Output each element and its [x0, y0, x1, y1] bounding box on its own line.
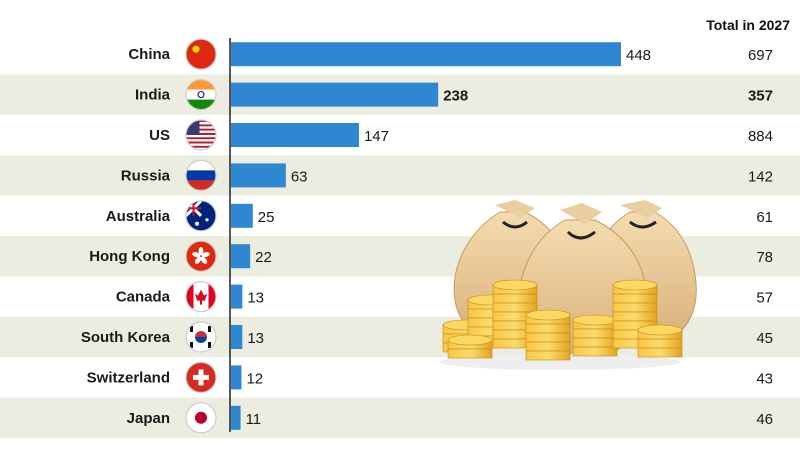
- bar-value-label: 13: [247, 290, 264, 307]
- total-value-label: 57: [756, 290, 773, 307]
- bar-row: Switzerland 12 43: [87, 361, 773, 393]
- australia-flag-icon: [186, 200, 216, 231]
- total-value-label: 46: [756, 411, 773, 428]
- coin: [612, 311, 658, 322]
- money-bags-and-coins-icon: [440, 200, 697, 370]
- bar-row: Russia 63 142: [121, 159, 773, 191]
- japan-flag-icon: [186, 402, 216, 433]
- bar-row: Canada 13 57: [116, 281, 773, 313]
- coin-top: [612, 279, 658, 291]
- hongkong-flag-icon: [186, 241, 216, 272]
- totals-header: Total in 2027: [706, 17, 790, 33]
- bar-row: South Korea 13 45: [81, 321, 773, 353]
- bar-row: Australia 25 61: [106, 200, 773, 232]
- total-value-label: 142: [748, 168, 773, 185]
- bar: [231, 82, 439, 107]
- coin: [612, 302, 658, 313]
- coin: [447, 348, 493, 359]
- total-value-label: 357: [748, 88, 773, 105]
- category-label: Hong Kong: [89, 248, 170, 265]
- coin: [612, 293, 658, 304]
- bar-value-label: 63: [291, 168, 308, 185]
- coin: [492, 293, 538, 304]
- bar-row: Japan 11 46: [127, 402, 773, 434]
- coin: [525, 350, 571, 361]
- coin: [572, 346, 618, 357]
- bar: [231, 203, 253, 228]
- bar-row: China 448 697: [128, 38, 773, 70]
- bar-row: Hong Kong 22 78: [89, 240, 773, 272]
- coin-top: [637, 324, 683, 336]
- coin: [572, 337, 618, 348]
- china-flag-icon: [186, 39, 216, 70]
- category-label: Canada: [116, 289, 171, 306]
- bar: [231, 325, 243, 349]
- total-value-label: 78: [756, 249, 773, 266]
- india-flag-icon: [186, 79, 216, 110]
- total-value-label: 884: [748, 128, 773, 145]
- category-label: Switzerland: [87, 369, 170, 386]
- coin: [572, 328, 618, 339]
- category-label: US: [149, 127, 170, 144]
- coin: [525, 332, 571, 343]
- total-value-label: 43: [756, 370, 773, 387]
- row-band: [0, 397, 800, 438]
- bar-value-label: 13: [247, 330, 264, 347]
- southkorea-flag-icon: [186, 322, 216, 352]
- total-value-label: 45: [756, 330, 773, 347]
- bar: [231, 123, 359, 147]
- coin: [525, 323, 571, 334]
- total-value-label: 697: [748, 47, 773, 64]
- bar-value-label: 448: [626, 47, 651, 64]
- russia-flag-icon: [186, 160, 216, 191]
- row-band: [0, 155, 800, 196]
- bar-value-label: 147: [364, 128, 389, 145]
- coin-top: [492, 279, 538, 291]
- bar-value-label: 22: [255, 249, 272, 266]
- category-label: China: [128, 46, 170, 63]
- coin: [637, 347, 683, 358]
- bar: [231, 284, 243, 309]
- bar: [231, 244, 251, 269]
- bar-row: US 147 884: [149, 119, 773, 151]
- coin-top: [572, 314, 618, 326]
- bar: [231, 405, 241, 430]
- bar-value-label: 12: [246, 370, 263, 387]
- coin-top: [447, 334, 493, 346]
- category-label: Australia: [106, 208, 171, 225]
- category-label: South Korea: [81, 329, 171, 346]
- switzerland-flag-icon: [186, 362, 216, 393]
- coin: [492, 302, 538, 313]
- category-label: India: [135, 87, 171, 104]
- bar: [231, 365, 242, 390]
- category-label: Russia: [121, 167, 171, 184]
- bar-value-label: 238: [443, 88, 468, 105]
- bar-row: India 238 357: [135, 78, 773, 111]
- coin: [525, 341, 571, 352]
- bar-value-label: 25: [258, 209, 275, 226]
- bar: [231, 163, 286, 188]
- chart-rows: China 448 697 India 238 357 US 147 884 Russia 63 14…: [81, 38, 773, 434]
- total-value-label: 61: [756, 209, 773, 226]
- coin: [637, 338, 683, 349]
- bar: [231, 42, 621, 67]
- bar-value-label: 11: [246, 411, 262, 428]
- coin-top: [525, 309, 571, 321]
- canada-flag-icon: [186, 281, 216, 312]
- category-label: Japan: [127, 410, 170, 427]
